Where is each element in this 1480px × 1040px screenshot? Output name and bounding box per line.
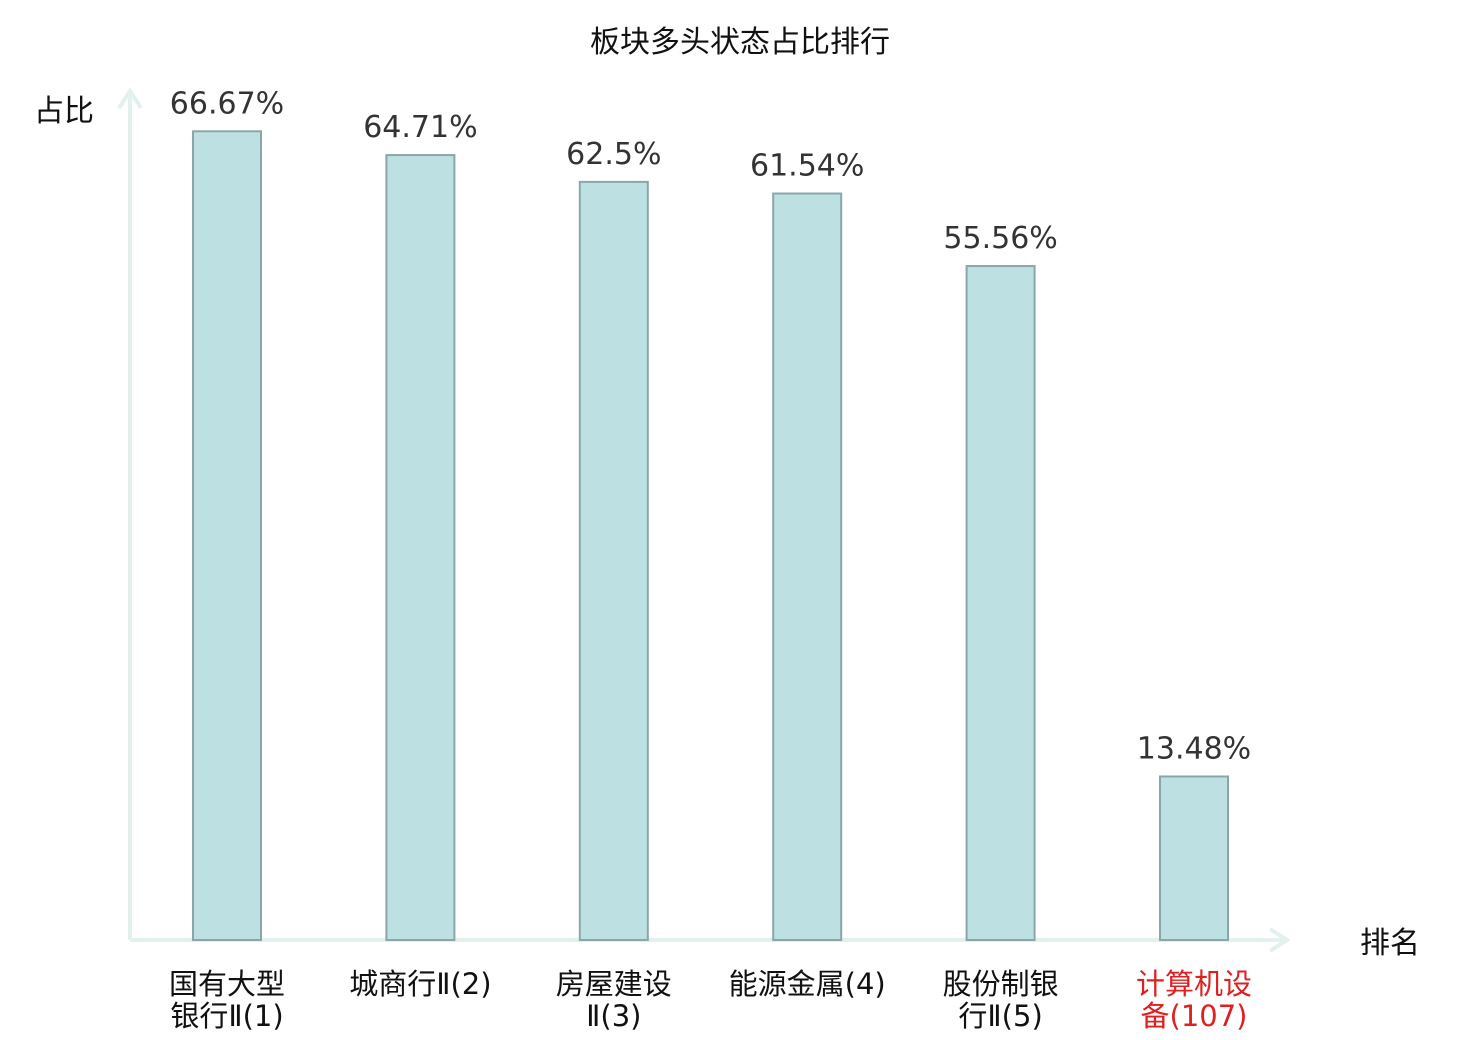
y-axis-label: 占比 <box>34 94 94 129</box>
x-axis-label: 排名 <box>1360 926 1420 961</box>
axes <box>117 87 1291 953</box>
chart-title: 板块多头状态占比排行 <box>590 25 890 60</box>
bar-1 <box>192 130 262 941</box>
category-label-3-line-1: 房屋建设 <box>556 967 672 1001</box>
category-label-3-line-2: Ⅱ(3) <box>586 999 641 1033</box>
category-label-1-line-2: 银行Ⅱ(1) <box>170 999 283 1033</box>
bar-2 <box>385 154 456 942</box>
bar-3 <box>578 180 649 941</box>
category-label-5-line-1: 股份制银 <box>943 967 1059 1001</box>
y-axis-arrow-icon <box>117 87 143 110</box>
category-label-1-line-1: 国有大型 <box>169 967 285 1001</box>
value-label-1: 66.67% <box>170 86 284 121</box>
bar-6 <box>1159 775 1229 942</box>
value-label-5: 55.56% <box>943 221 1057 256</box>
value-labels-group: 66.67% 64.71% 62.5% 61.54% 55.56% 13.48% <box>170 86 1251 766</box>
category-label-6-line-1: 计算机设 <box>1136 967 1252 1001</box>
bar-4 <box>772 192 843 942</box>
category-label-4-line-1: 能源金属(4) <box>729 967 886 1001</box>
value-label-6: 13.48% <box>1137 731 1251 766</box>
category-label-2-line-1: 城商行Ⅱ(2) <box>349 967 491 1001</box>
value-label-2: 64.71% <box>363 110 477 145</box>
category-label-6-line-2: 备(107) <box>1141 999 1248 1033</box>
bars-group <box>192 130 1229 942</box>
value-label-4: 61.54% <box>750 149 864 184</box>
value-label-3: 62.5% <box>566 137 661 172</box>
x-axis-arrow-icon <box>1268 927 1291 953</box>
bar-5 <box>965 265 1036 941</box>
category-label-5-line-2: 行Ⅱ(5) <box>958 999 1042 1033</box>
